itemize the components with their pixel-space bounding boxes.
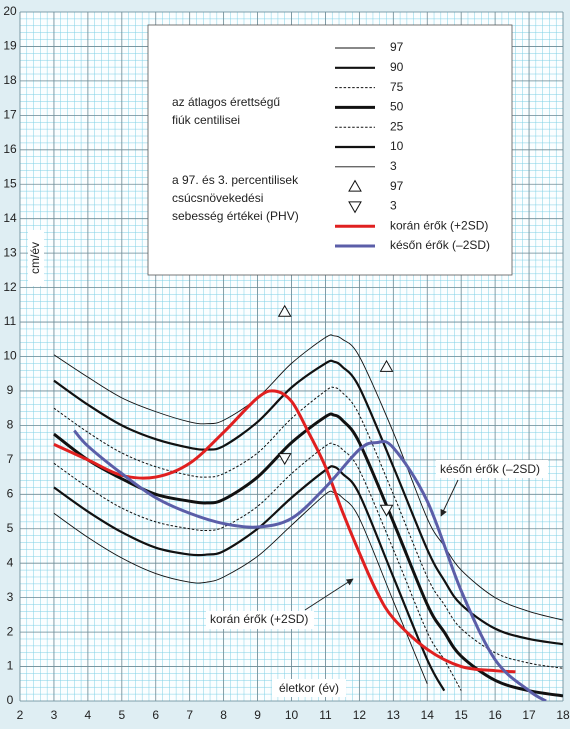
series-line bbox=[53, 490, 428, 684]
y-tick-label: 10 bbox=[3, 349, 17, 363]
legend-marker bbox=[348, 179, 362, 192]
x-tick-label: 2 bbox=[17, 708, 24, 722]
y-tick-label: 16 bbox=[3, 142, 17, 156]
x-tick-label: 3 bbox=[51, 708, 58, 722]
y-tick-label: 19 bbox=[3, 39, 17, 53]
series-line bbox=[53, 359, 563, 646]
marker bbox=[379, 359, 394, 372]
legend: 97 90 75 50 25 10 3 97 3 korán érők (+2SD) későn é… bbox=[335, 40, 490, 252]
y-tick-label: 13 bbox=[3, 245, 17, 259]
series-line bbox=[53, 389, 516, 674]
y-tick-label: 15 bbox=[3, 176, 17, 190]
y-tick-label: 17 bbox=[3, 108, 17, 122]
annotation: későn érők (–2SD) bbox=[440, 462, 540, 476]
legend-label: 97 bbox=[390, 40, 404, 54]
y-tick-label: 7 bbox=[7, 452, 14, 466]
legend-label: 50 bbox=[390, 100, 404, 114]
series-layer bbox=[53, 304, 563, 701]
x-label-bg bbox=[272, 679, 346, 697]
legend-note: a 97. és 3. percentilisek bbox=[172, 173, 299, 187]
marker bbox=[379, 504, 394, 517]
x-tick-label: 17 bbox=[522, 708, 536, 722]
x-axis-label: életkor (év) bbox=[279, 681, 339, 695]
annotation-arrow bbox=[304, 578, 354, 611]
legend-marker bbox=[348, 201, 362, 214]
series-line bbox=[53, 465, 446, 692]
series-line bbox=[53, 412, 563, 698]
x-tick-label: 15 bbox=[455, 708, 469, 722]
y-tick-label: 3 bbox=[7, 590, 14, 604]
y-tick-label: 2 bbox=[7, 624, 14, 638]
y-tick-label: 20 bbox=[3, 4, 17, 18]
y-tick-label: 0 bbox=[7, 693, 14, 707]
x-tick-label: 14 bbox=[421, 708, 435, 722]
legend-label: 90 bbox=[390, 60, 404, 74]
legend-notes: az átlagos érettségű fiúk centilisei a 97.… bbox=[172, 95, 299, 223]
x-tick-label: 12 bbox=[353, 708, 367, 722]
legend-note: az átlagos érettségű bbox=[172, 95, 280, 109]
series-line bbox=[73, 429, 547, 701]
legend-label: 10 bbox=[390, 139, 404, 153]
y-tick-label: 5 bbox=[7, 521, 14, 535]
legend-label: későn érők (–2SD) bbox=[390, 238, 490, 252]
x-tick-label: 6 bbox=[152, 708, 159, 722]
y-tick-label: 4 bbox=[7, 555, 14, 569]
x-tick-label: 18 bbox=[556, 708, 570, 722]
annotation-bg bbox=[206, 611, 314, 629]
y-tick-label: 14 bbox=[3, 211, 17, 225]
x-tick-label: 10 bbox=[285, 708, 299, 722]
x-tick-label: 4 bbox=[85, 708, 92, 722]
x-tick-label: 8 bbox=[220, 708, 227, 722]
x-tick-label: 5 bbox=[118, 708, 125, 722]
legend-label: 75 bbox=[390, 80, 404, 94]
legend-label: 3 bbox=[390, 199, 397, 213]
y-axis-label: cm/év bbox=[28, 242, 42, 274]
x-tick-label: 13 bbox=[387, 708, 401, 722]
x-tick-label: 9 bbox=[254, 708, 261, 722]
legend-label: 97 bbox=[390, 179, 404, 193]
y-tick-label: 12 bbox=[3, 280, 17, 294]
y-tick-label: 18 bbox=[3, 73, 17, 87]
annotation: korán érők (+2SD) bbox=[210, 612, 308, 626]
legend-box bbox=[147, 24, 513, 276]
x-tick-label: 7 bbox=[186, 708, 193, 722]
y-tick-label: 9 bbox=[7, 383, 14, 397]
y-tick-label: 8 bbox=[7, 418, 14, 432]
y-label-bg bbox=[28, 230, 44, 286]
x-tick-label: 16 bbox=[488, 708, 502, 722]
y-tick-label: 11 bbox=[4, 314, 17, 328]
marker bbox=[277, 453, 292, 466]
legend-note: csúcsnövekedési bbox=[172, 191, 263, 205]
legend-label: 3 bbox=[390, 159, 397, 173]
legend-label: korán érők (+2SD) bbox=[390, 218, 488, 232]
y-tick-label: 1 bbox=[7, 659, 14, 673]
legend-note: sebesség értékei (PHV) bbox=[172, 209, 299, 223]
x-tick-label: 11 bbox=[319, 708, 332, 722]
series-line bbox=[53, 442, 462, 691]
series-line bbox=[53, 334, 563, 621]
annotation-bg bbox=[436, 460, 548, 478]
y-tick-label: 6 bbox=[7, 486, 14, 500]
tick-labels: 2 3 4 5 6 7 8 9 10 11 12 13 14 15 16 17 1801234567891011… bbox=[3, 4, 570, 722]
series-line bbox=[53, 386, 563, 669]
annotation-arrow bbox=[440, 479, 459, 517]
legend-label: 25 bbox=[390, 119, 404, 133]
marker bbox=[277, 304, 292, 317]
legend-note: fiúk centilisei bbox=[172, 113, 240, 127]
